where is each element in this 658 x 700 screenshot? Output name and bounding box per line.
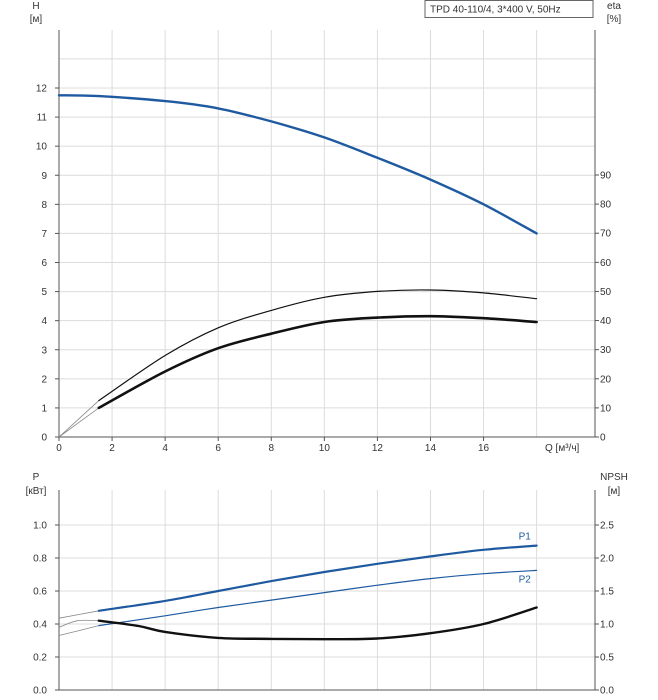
left-tick-label: 5 bbox=[41, 287, 47, 298]
right-tick-label: 50 bbox=[600, 287, 612, 298]
right-tick-label: 10 bbox=[600, 403, 612, 414]
left-tick-label: 10 bbox=[36, 142, 48, 153]
left-tick-label: 0.6 bbox=[33, 587, 47, 598]
x-tick-label: 8 bbox=[268, 443, 274, 454]
chart-panel-2: 0.0 0.2 0.4 0.6 0.8 1.0 0.0 0.5 1.0 1.5 2.0 2.5 P [кВ… bbox=[26, 472, 628, 697]
series-extension bbox=[58, 610, 99, 619]
right-tick-label: 90 bbox=[600, 171, 612, 182]
left-tick-label: 0.4 bbox=[33, 620, 47, 631]
series-extension bbox=[58, 625, 99, 636]
left-tick-label: 1.0 bbox=[33, 521, 47, 532]
left-axis-unit: [м] bbox=[30, 14, 43, 25]
x-axis-label: Q [м³/ч] bbox=[545, 443, 580, 454]
right-tick-label: 70 bbox=[600, 229, 612, 240]
series-extension bbox=[58, 407, 100, 438]
right-tick-label: 1.0 bbox=[600, 620, 614, 631]
x-tick-label: 2 bbox=[109, 443, 115, 454]
left-tick-label: 2 bbox=[41, 374, 47, 385]
right-tick-label: 0.0 bbox=[600, 686, 614, 697]
left-tick-label: 6 bbox=[41, 258, 47, 269]
right-tick-label: 60 bbox=[600, 258, 612, 269]
series-label-p2: P2 bbox=[519, 574, 532, 585]
left-tick-label: 0.0 bbox=[33, 686, 47, 697]
left-axis-label: P bbox=[33, 472, 40, 483]
chart-title: TPD 40-110/4, 3*400 V, 50Hz bbox=[430, 5, 561, 16]
right-tick-label: 2.0 bbox=[600, 554, 614, 565]
series-line-2 bbox=[98, 289, 538, 402]
x-tick-label: 0 bbox=[56, 443, 62, 454]
left-tick-label: 0.2 bbox=[33, 653, 47, 664]
x-tick-label: 4 bbox=[162, 443, 168, 454]
right-axis-label: NPSH bbox=[600, 472, 628, 483]
right-axis-label: eta bbox=[607, 1, 621, 12]
right-axis-unit: [м] bbox=[608, 486, 621, 497]
left-tick-label: 0.8 bbox=[33, 554, 47, 565]
right-tick-label: 0.5 bbox=[600, 653, 614, 664]
left-tick-label: 1 bbox=[41, 403, 47, 414]
right-axis-unit: [%] bbox=[607, 14, 622, 25]
x-tick-label: 12 bbox=[372, 443, 384, 454]
right-tick-label: 20 bbox=[600, 374, 612, 385]
left-tick-label: 11 bbox=[37, 113, 48, 124]
left-tick-label: 3 bbox=[41, 345, 47, 356]
left-tick-label: 8 bbox=[41, 200, 47, 211]
right-tick-label: 2.5 bbox=[600, 521, 614, 532]
right-tick-label: 80 bbox=[600, 200, 612, 211]
series-line-2 bbox=[98, 569, 538, 627]
left-tick-label: 4 bbox=[41, 316, 47, 327]
x-tick-label: 14 bbox=[425, 443, 437, 454]
right-tick-label: 40 bbox=[600, 316, 612, 327]
series-line-3 bbox=[97, 606, 538, 641]
left-tick-label: 9 bbox=[41, 171, 47, 182]
series-line-1 bbox=[57, 94, 538, 235]
series-label-p1: P1 bbox=[519, 532, 532, 543]
right-tick-label: 1.5 bbox=[600, 587, 614, 598]
x-tick-label: 10 bbox=[319, 443, 331, 454]
left-axis-label: H bbox=[32, 1, 39, 12]
right-tick-label: 0 bbox=[600, 433, 606, 444]
series-line-1 bbox=[97, 544, 538, 612]
left-tick-label: 7 bbox=[41, 229, 47, 240]
series-extension bbox=[58, 619, 99, 628]
series-line-3 bbox=[97, 314, 538, 410]
left-tick-label: 0 bbox=[41, 433, 47, 444]
left-axis-unit: [кВт] bbox=[26, 486, 47, 497]
title-box bbox=[424, 0, 594, 18]
right-tick-label: 30 bbox=[600, 345, 612, 356]
x-tick-label: 6 bbox=[215, 443, 221, 454]
series-extension bbox=[58, 400, 100, 438]
x-tick-label: 16 bbox=[478, 443, 490, 454]
left-tick-label: 12 bbox=[36, 84, 48, 95]
